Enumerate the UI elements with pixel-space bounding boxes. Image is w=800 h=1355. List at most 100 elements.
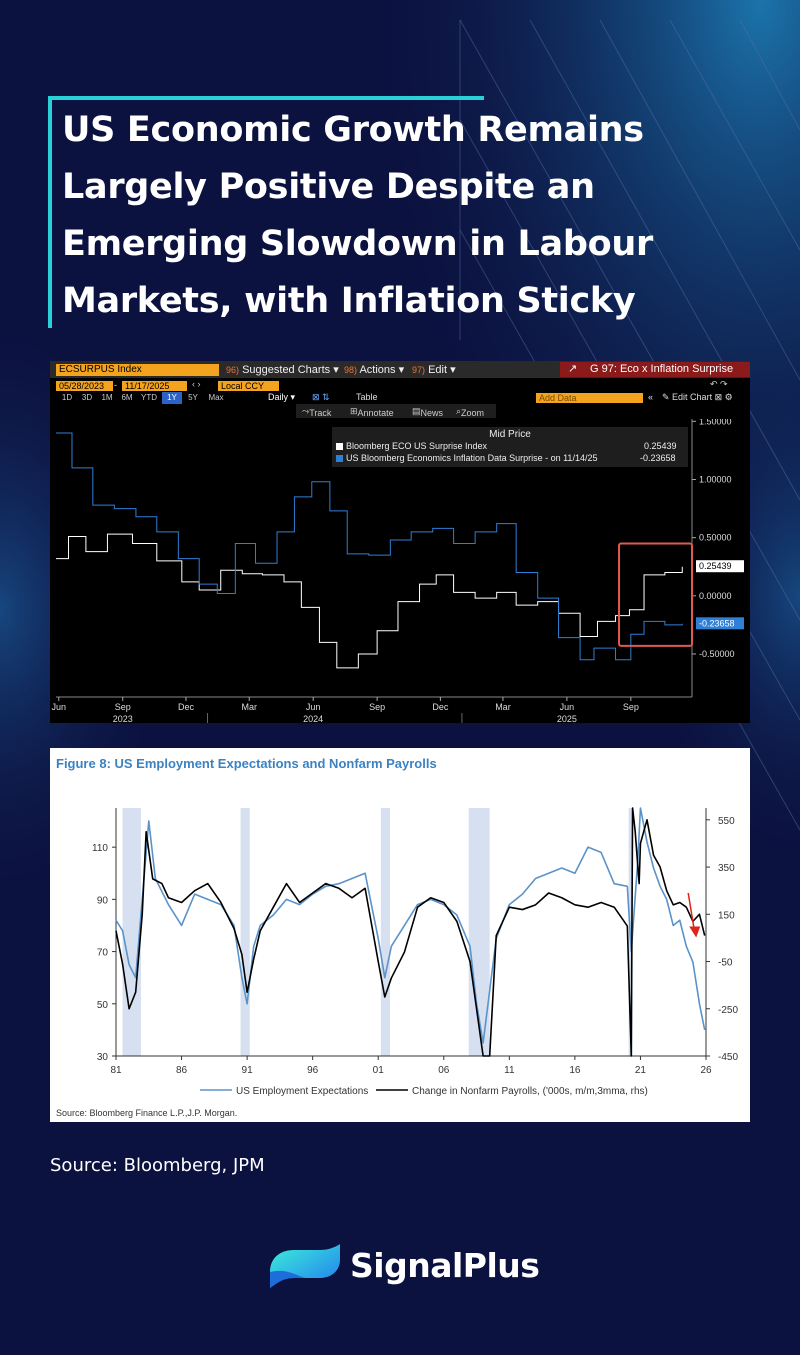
- x-tick-label: 96: [307, 1065, 319, 1076]
- chart-legend: Mid Price Bloomberg ECO US Surprise Inde…: [332, 427, 688, 467]
- x-tick-label: 06: [438, 1065, 450, 1076]
- recession-band: [240, 808, 250, 1056]
- zoom-tool[interactable]: ⌕ Zoom: [456, 406, 485, 418]
- figure-8-plot: 110 90 70 50 30 550 350 150 -50 -250 -450 81 86 91 96 0…: [92, 807, 738, 1097]
- chart-type-icon[interactable]: ⊠ ⇅: [312, 392, 330, 402]
- period-tab-6m[interactable]: 6M: [121, 393, 133, 402]
- period-tab-ytd[interactable]: YTD: [141, 393, 157, 402]
- period-tab-1d[interactable]: 1D: [61, 393, 73, 402]
- chart-title: G 97: Eco x Inflation Surprise: [590, 363, 734, 375]
- end-date-field[interactable]: 11/17/2025: [122, 381, 187, 391]
- y-right-tick-label: 350: [718, 863, 735, 874]
- series-line-2: [115, 807, 706, 1057]
- x-tick-label: Dec: [432, 702, 449, 712]
- legend-label-2: Change in Nonfarm Payrolls, ('000s, m/m,…: [412, 1086, 648, 1097]
- legend-label-1: US Employment Expectations: [236, 1086, 368, 1097]
- track-tool[interactable]: ⤳ Track: [302, 406, 332, 418]
- signalplus-logo-icon: [270, 1244, 340, 1288]
- edit-chart-button[interactable]: ✎ Edit Chart ⊠ ⚙: [662, 392, 733, 402]
- highlight-box: [618, 542, 694, 647]
- brand-name: SignalPlus: [350, 1246, 540, 1285]
- period-tab-max[interactable]: Max: [208, 393, 224, 402]
- x-tick-label: Jun: [306, 702, 321, 712]
- legend-value-1: 0.25439: [644, 441, 677, 451]
- table-button[interactable]: Table: [356, 392, 378, 402]
- last-value-tag-2: [696, 617, 744, 630]
- figure-8-panel: Figure 8: US Employment Expectations and…: [50, 748, 750, 1122]
- x-year-label: 2023: [113, 714, 133, 723]
- figure-8-title: Figure 8: US Employment Expectations and…: [56, 756, 437, 771]
- trend-arrow-head: [689, 926, 701, 938]
- menu-suggested-charts[interactable]: 96) Suggested Charts ▾: [226, 364, 339, 376]
- legend-title: Mid Price: [489, 429, 531, 440]
- bloomberg-chart-panel: ECSURPUS Index 96) Suggested Charts ▾ 98…: [50, 361, 750, 723]
- date-separator: -: [114, 380, 117, 390]
- x-tick-label: Dec: [178, 702, 195, 712]
- series-line-1: [56, 533, 683, 669]
- x-tick-label: Sep: [115, 702, 131, 712]
- export-icon[interactable]: ↗: [568, 363, 578, 375]
- start-date-field[interactable]: 05/28/2023: [56, 381, 113, 391]
- y-left-tick-label: 30: [97, 1052, 109, 1063]
- x-tick-label: Jun: [560, 702, 575, 712]
- figure-8-source: Source: Bloomberg Finance L.P.,J.P. Morg…: [56, 1108, 238, 1118]
- y-right-tick-label: -50: [718, 958, 733, 969]
- trend-arrow-shaft: [687, 892, 695, 930]
- title-accent-bar: [48, 96, 52, 328]
- y-tick-label: 1.00000: [699, 474, 732, 484]
- series-line-1: [115, 807, 706, 1044]
- collapse-icon[interactable]: «: [648, 392, 654, 402]
- period-row: 1D 3D 1M 6M YTD 1Y 5Y Max Daily ▾ ⊠ ⇅ Table Add…: [50, 392, 750, 404]
- currency-field[interactable]: Local CCY: [218, 381, 279, 391]
- x-tick-label: 91: [242, 1065, 254, 1076]
- x-tick-label: 26: [700, 1065, 712, 1076]
- y-left-tick-label: 50: [97, 1000, 109, 1011]
- period-tab-1y[interactable]: 1Y: [162, 392, 182, 404]
- period-tab-3d[interactable]: 3D: [81, 393, 93, 402]
- x-tick-label: 21: [635, 1065, 647, 1076]
- annotate-tool[interactable]: ⊞ Annotate: [350, 406, 394, 418]
- period-tab-1m[interactable]: 1M: [101, 393, 113, 402]
- y-tick-label: 0.50000: [699, 533, 732, 543]
- x-tick-label: Sep: [369, 702, 385, 712]
- news-tool[interactable]: ▤ News: [412, 406, 444, 418]
- series-line-2: [56, 432, 683, 661]
- x-tick-label: Jun: [52, 702, 67, 712]
- menu-actions[interactable]: 98) Actions ▾: [344, 364, 405, 376]
- y-left-tick-label: 70: [97, 948, 109, 959]
- x-tick-label: 11: [504, 1065, 515, 1076]
- y-tick-label: -0.50000: [699, 649, 735, 659]
- page-title: US Economic Growth Remains Largely Posit…: [62, 110, 653, 321]
- brand-logo: SignalPlus: [266, 1238, 540, 1298]
- add-data-field[interactable]: Add Data: [536, 393, 643, 403]
- x-tick-label: 01: [373, 1065, 385, 1076]
- x-year-label: 2025: [557, 714, 577, 723]
- x-tick-label: Mar: [495, 702, 511, 712]
- legend-value-2: -0.23658: [640, 453, 676, 463]
- last-value-label-2: -0.23658: [699, 618, 735, 628]
- legend-swatch-blue: [336, 455, 343, 462]
- period-tab-5y[interactable]: 5Y: [188, 393, 198, 402]
- title-accent-top: [48, 96, 484, 100]
- recession-band: [380, 808, 391, 1056]
- y-right-tick-label: -450: [718, 1052, 738, 1063]
- y-tick-label: 1.50000: [699, 419, 732, 426]
- y-right-tick-label: 150: [718, 910, 735, 921]
- chart-title-bar: ↗ G 97: Eco x Inflation Surprise: [560, 362, 750, 377]
- y-right-tick-label: 550: [718, 816, 735, 827]
- x-tick-label: Sep: [623, 702, 639, 712]
- menu-edit[interactable]: 97) Edit ▾: [412, 364, 456, 376]
- y-right-tick-label: -250: [718, 1005, 738, 1016]
- terminal-toolbar: ECSURPUS Index 96) Suggested Charts ▾ 98…: [50, 361, 750, 378]
- recession-band: [122, 808, 141, 1056]
- undo-redo-icon[interactable]: ↶ ↷: [710, 379, 728, 389]
- ticker-field[interactable]: ECSURPUS Index: [56, 364, 219, 376]
- legend-series-1: Bloomberg ECO US Surprise Index: [346, 441, 488, 451]
- legend-swatch-white: [336, 443, 343, 450]
- frequency-select[interactable]: Daily ▾: [268, 392, 296, 402]
- chart-tools: ⤳ Track ⊞ Annotate ▤ News ⌕ Zoom: [296, 404, 496, 418]
- x-tick-label: Mar: [241, 702, 257, 712]
- nav-arrows-icon[interactable]: ‹ ›: [192, 379, 201, 389]
- terminal-chart-plot: 1.50000 1.00000 0.50000 0.00000 -0.50000 Jun S…: [52, 419, 744, 723]
- x-year-label: 2024: [303, 714, 323, 723]
